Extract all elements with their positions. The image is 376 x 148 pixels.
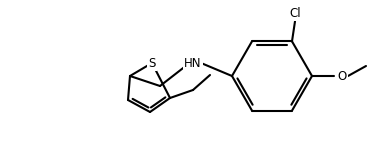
Text: S: S [148, 57, 156, 70]
Text: O: O [337, 70, 347, 82]
Text: HN: HN [184, 57, 202, 70]
Text: Cl: Cl [289, 7, 301, 20]
